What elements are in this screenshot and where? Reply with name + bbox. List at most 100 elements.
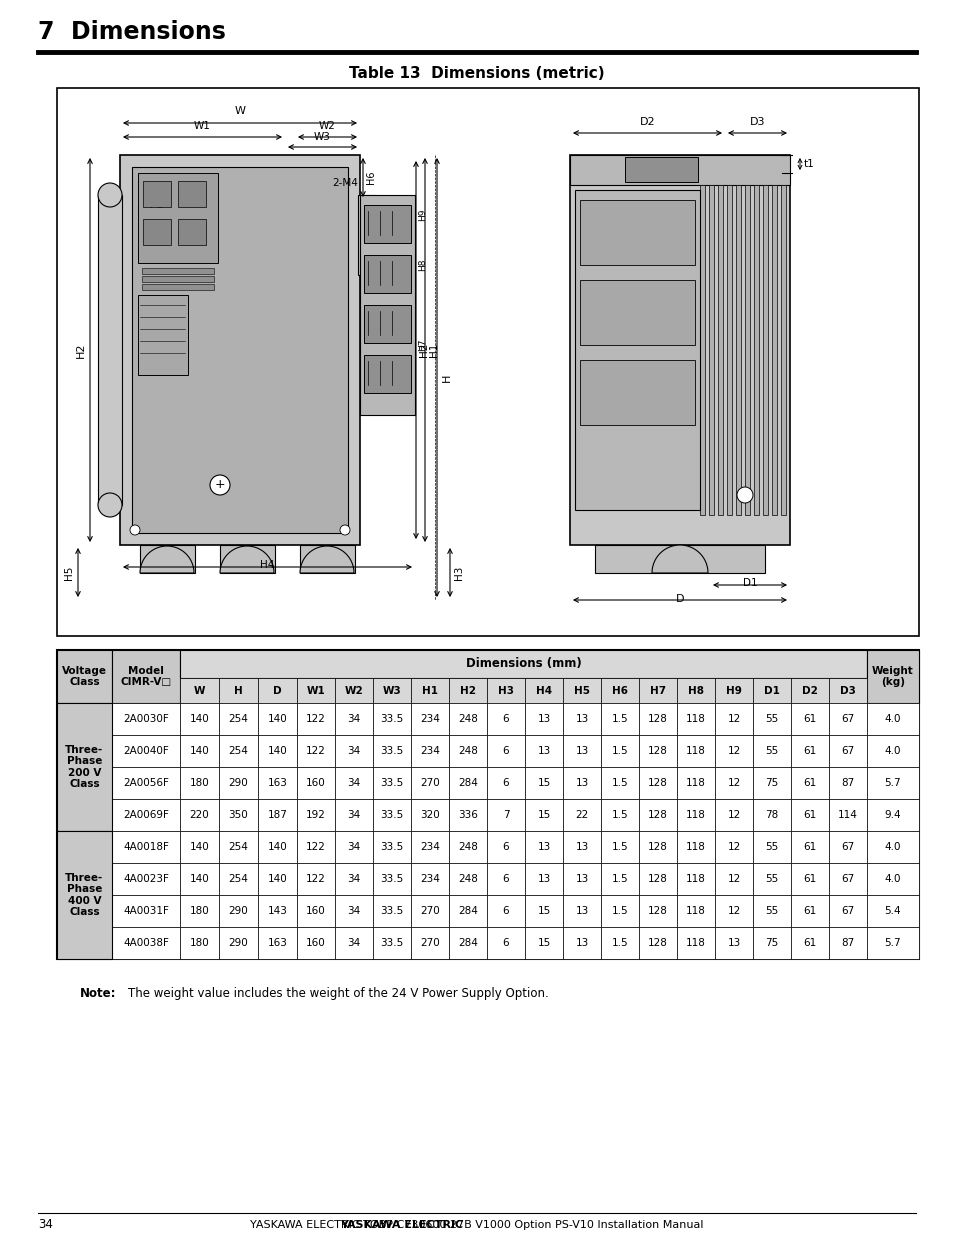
Bar xyxy=(562,895,600,928)
Text: 1.5: 1.5 xyxy=(611,810,628,820)
Text: 4.0: 4.0 xyxy=(883,714,901,724)
Text: 15: 15 xyxy=(537,906,550,916)
Bar xyxy=(790,831,828,863)
Text: 34: 34 xyxy=(347,714,360,724)
Bar xyxy=(600,703,639,735)
Text: 61: 61 xyxy=(802,714,816,724)
Text: H1: H1 xyxy=(429,342,438,357)
Text: 67: 67 xyxy=(841,746,854,756)
Text: 67: 67 xyxy=(841,842,854,852)
Bar xyxy=(486,799,524,831)
Bar xyxy=(449,928,486,959)
Bar xyxy=(296,928,335,959)
Bar xyxy=(449,703,486,735)
Bar xyxy=(180,831,219,863)
Text: 6: 6 xyxy=(502,937,509,949)
Bar xyxy=(132,167,348,533)
Bar xyxy=(624,157,698,182)
Bar xyxy=(257,735,296,768)
Text: 87: 87 xyxy=(841,777,854,787)
Bar xyxy=(524,768,562,799)
Bar xyxy=(112,768,180,799)
Bar xyxy=(486,703,524,735)
Bar xyxy=(364,205,411,243)
Bar xyxy=(219,799,257,831)
Text: H3: H3 xyxy=(497,686,514,696)
Polygon shape xyxy=(299,546,354,573)
Text: 118: 118 xyxy=(685,810,705,820)
Text: 118: 118 xyxy=(685,714,705,724)
Bar xyxy=(486,768,524,799)
Bar xyxy=(296,768,335,799)
Text: 6: 6 xyxy=(502,777,509,787)
Text: 13: 13 xyxy=(575,777,588,787)
Bar xyxy=(524,895,562,928)
Text: D: D xyxy=(273,686,281,696)
Text: D: D xyxy=(675,594,683,604)
Bar xyxy=(411,863,449,895)
Bar xyxy=(180,895,219,928)
Text: D2: D2 xyxy=(639,117,655,126)
Text: 248: 248 xyxy=(457,746,477,756)
Text: 1.5: 1.5 xyxy=(611,842,628,852)
Bar xyxy=(219,863,257,895)
Text: 234: 234 xyxy=(419,874,439,884)
Bar xyxy=(828,863,866,895)
Text: H8: H8 xyxy=(417,259,427,272)
Text: 122: 122 xyxy=(306,746,326,756)
Bar xyxy=(257,928,296,959)
Bar xyxy=(600,928,639,959)
Text: 290: 290 xyxy=(229,906,248,916)
Text: 128: 128 xyxy=(647,810,667,820)
Bar xyxy=(373,768,411,799)
Bar xyxy=(771,185,777,515)
Bar xyxy=(714,768,752,799)
Bar xyxy=(373,831,411,863)
Bar xyxy=(296,799,335,831)
Text: The weight value includes the weight of the 24 V Power Supply Option.: The weight value includes the weight of … xyxy=(128,987,548,999)
Bar xyxy=(180,703,219,735)
Text: 7  Dimensions: 7 Dimensions xyxy=(38,20,226,43)
Bar xyxy=(142,268,213,274)
Text: 34: 34 xyxy=(347,842,360,852)
Bar xyxy=(411,831,449,863)
Bar xyxy=(373,863,411,895)
Text: 5.7: 5.7 xyxy=(883,777,901,787)
Text: 128: 128 xyxy=(647,777,667,787)
Bar xyxy=(562,735,600,768)
Bar xyxy=(639,678,677,703)
Bar xyxy=(714,678,752,703)
Bar xyxy=(257,703,296,735)
Text: 290: 290 xyxy=(229,937,248,949)
Bar xyxy=(219,831,257,863)
Text: 284: 284 xyxy=(457,937,477,949)
Text: 143: 143 xyxy=(267,906,287,916)
Bar xyxy=(866,863,918,895)
Text: 12: 12 xyxy=(726,810,740,820)
Bar xyxy=(335,703,373,735)
Bar xyxy=(790,768,828,799)
Text: t1: t1 xyxy=(803,159,814,169)
Bar xyxy=(639,928,677,959)
Text: 163: 163 xyxy=(267,937,287,949)
Bar xyxy=(411,735,449,768)
Text: 220: 220 xyxy=(190,810,209,820)
Text: 4A0018F: 4A0018F xyxy=(123,842,169,852)
Bar xyxy=(57,88,918,636)
Text: H9: H9 xyxy=(725,686,741,696)
Bar xyxy=(752,863,790,895)
Text: 350: 350 xyxy=(229,810,248,820)
Text: Three-
Phase
200 V
Class: Three- Phase 200 V Class xyxy=(66,744,104,790)
Bar xyxy=(677,678,714,703)
Bar xyxy=(781,185,785,515)
Text: 180: 180 xyxy=(190,937,209,949)
Bar xyxy=(866,799,918,831)
Bar xyxy=(866,895,918,928)
Text: 4A0023F: 4A0023F xyxy=(123,874,169,884)
Text: 67: 67 xyxy=(841,906,854,916)
Bar xyxy=(677,735,714,768)
Bar xyxy=(373,678,411,703)
Bar xyxy=(752,768,790,799)
Text: 1.5: 1.5 xyxy=(611,874,628,884)
Text: H3: H3 xyxy=(454,565,463,579)
